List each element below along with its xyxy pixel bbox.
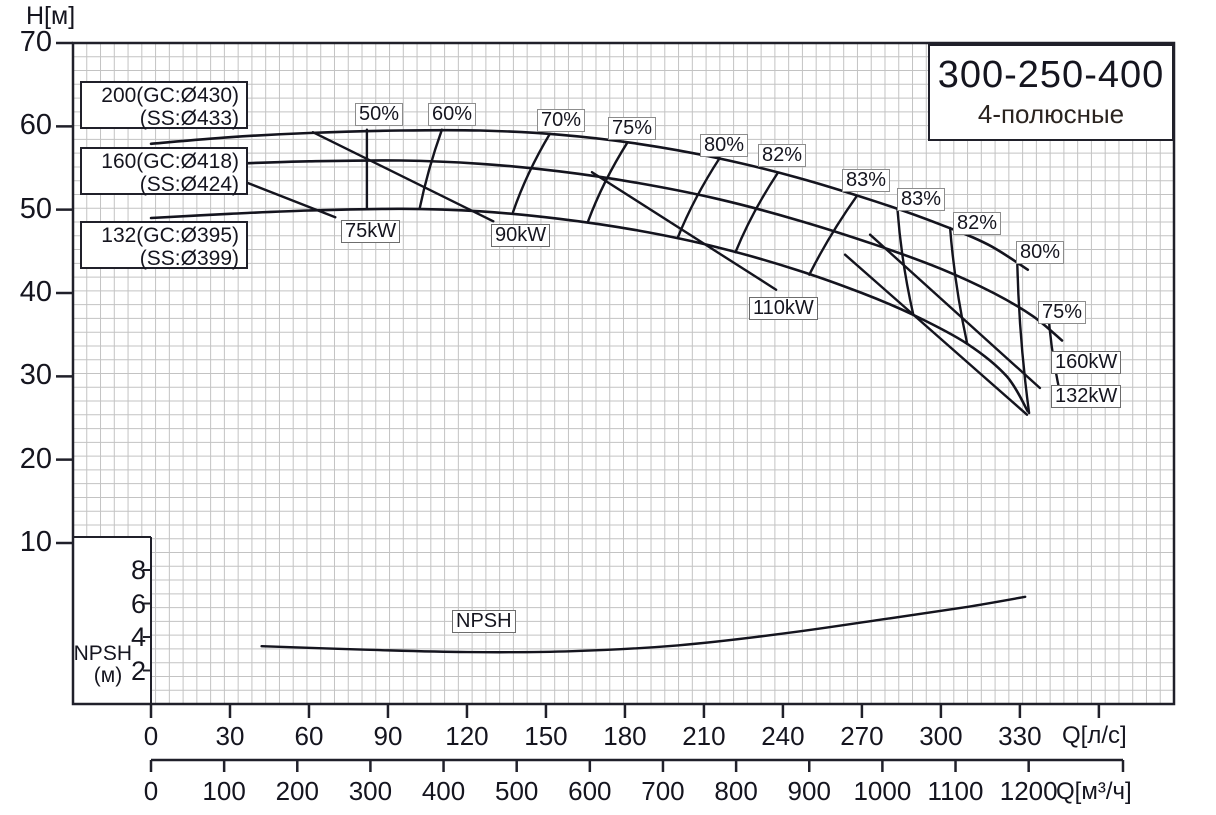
q-m3h-tick-0: 0 bbox=[143, 776, 159, 806]
q-m3h-tick-800: 800 bbox=[714, 776, 758, 806]
q-m3h-tick-600: 600 bbox=[568, 776, 612, 806]
q-m3h-tick-500: 500 bbox=[494, 776, 539, 806]
q-m3h-tick-100: 100 bbox=[202, 776, 246, 806]
npsh-axis-label-line1: NPSH bbox=[73, 642, 132, 665]
power-label-75kW: 75kW bbox=[341, 220, 401, 243]
h-axis-tick-50: 50 bbox=[19, 192, 52, 225]
impeller-label-line1: 132(GC:Ø395) bbox=[101, 224, 239, 247]
impeller-label-line2: (SS:Ø399) bbox=[139, 247, 239, 270]
q-ls-tick-120: 120 bbox=[445, 721, 489, 751]
efficiency-label-9: 80% bbox=[1016, 241, 1065, 264]
npsh-curve bbox=[260, 595, 1027, 654]
efficiency-label-10: 75% bbox=[1038, 301, 1087, 324]
h-axis-tick-40: 40 bbox=[19, 275, 52, 308]
efficiency-line-7 bbox=[896, 208, 915, 316]
npsh-axis-tick-6: 6 bbox=[130, 588, 146, 619]
h-axis-label: H[м] bbox=[26, 2, 76, 30]
efficiency-line-9 bbox=[1016, 263, 1031, 415]
q-ls-tick-240: 240 bbox=[761, 721, 805, 751]
efficiency-line-2 bbox=[511, 132, 552, 214]
npsh-axis-label-line2: (м) bbox=[93, 664, 123, 687]
efficiency-line-1 bbox=[418, 128, 444, 210]
impeller-label-box-2: 132(GC:Ø395) (SS:Ø399) bbox=[80, 221, 248, 270]
q-ls-tick-150: 150 bbox=[524, 721, 568, 751]
power-line-2 bbox=[590, 170, 778, 291]
power-line-1 bbox=[311, 130, 495, 223]
efficiency-label-5: 82% bbox=[758, 144, 807, 167]
q-m3h-tick-900: 900 bbox=[787, 776, 831, 806]
power-label-110kW: 110kW bbox=[749, 297, 818, 320]
pole-count-label: 4-полюсные bbox=[977, 99, 1125, 129]
npsh-axis-tick-8: 8 bbox=[130, 555, 146, 585]
q-ls-tick-180: 180 bbox=[603, 721, 647, 751]
q-m3h-tick-1100: 1100 bbox=[927, 776, 984, 806]
head-curve-1 bbox=[149, 159, 1064, 342]
npsh-axis-label: NPSH (м) bbox=[72, 643, 132, 687]
head-curve-0 bbox=[149, 128, 1030, 271]
h-axis-tick-30: 30 bbox=[19, 359, 52, 392]
q-ls-tick-210: 210 bbox=[682, 721, 726, 751]
q-ls-tick-60: 60 bbox=[294, 721, 324, 751]
power-label-132kW: 132kW bbox=[1051, 385, 1122, 408]
model-title-box: 300-250-400 4-полюсные bbox=[928, 44, 1174, 141]
impeller-label-box-0: 200(GC:Ø430) (SS:Ø433) bbox=[80, 81, 248, 130]
efficiency-label-1: 60% bbox=[428, 103, 477, 126]
head-curve-2 bbox=[149, 207, 1030, 413]
efficiency-label-2: 70% bbox=[537, 109, 586, 132]
efficiency-line-6 bbox=[808, 195, 858, 276]
efficiency-label-4: 80% bbox=[700, 134, 749, 157]
impeller-label-line2: (SS:Ø433) bbox=[139, 107, 239, 130]
efficiency-line-5 bbox=[734, 171, 779, 254]
impeller-label-line1: 200(GC:Ø430) bbox=[101, 84, 239, 107]
q-ls-tick-330: 330 bbox=[998, 721, 1042, 751]
q-ls-axis-label: Q[л/с] bbox=[1062, 722, 1127, 749]
q-ls-tick-300: 300 bbox=[919, 721, 963, 751]
q-m3h-axis-label: Q[м³/ч] bbox=[1056, 778, 1132, 805]
q-m3h-tick-400: 400 bbox=[421, 776, 466, 806]
q-ls-tick-270: 270 bbox=[840, 721, 884, 751]
efficiency-line-8 bbox=[948, 226, 969, 345]
model-number: 300-250-400 bbox=[937, 54, 1165, 96]
npsh-axis-tick-2: 2 bbox=[130, 655, 146, 686]
q-ls-tick-90: 90 bbox=[373, 721, 403, 751]
h-axis-tick-70: 70 bbox=[19, 26, 52, 58]
efficiency-label-7: 83% bbox=[897, 188, 946, 211]
q-m3h-tick-700: 700 bbox=[641, 776, 685, 806]
h-axis-tick-20: 20 bbox=[19, 442, 52, 475]
impeller-label-line2: (SS:Ø424) bbox=[139, 173, 239, 196]
q-m3h-tick-300: 300 bbox=[348, 776, 393, 806]
q-m3h-tick-200: 200 bbox=[275, 776, 319, 806]
power-line-4 bbox=[843, 253, 1029, 416]
q-m3h-tick-1000: 1000 bbox=[853, 776, 912, 806]
power-line-3 bbox=[868, 233, 1042, 390]
efficiency-label-3: 75% bbox=[608, 117, 657, 140]
q-ls-tick-0: 0 bbox=[143, 721, 159, 751]
efficiency-label-8: 82% bbox=[953, 212, 1002, 235]
h-axis-tick-60: 60 bbox=[19, 109, 52, 142]
q-ls-tick-30: 30 bbox=[215, 721, 245, 751]
q-m3h-tick-1200: 1200 bbox=[999, 776, 1058, 806]
power-label-160kW: 160kW bbox=[1051, 351, 1122, 374]
npsh-axis-tick-4: 4 bbox=[130, 622, 146, 652]
h-axis-tick-10: 10 bbox=[19, 525, 52, 558]
power-label-90kW: 90kW bbox=[491, 224, 551, 247]
efficiency-label-6: 83% bbox=[842, 169, 891, 192]
impeller-label-line1: 160(GC:Ø418) bbox=[101, 150, 239, 173]
npsh-curve-label: NPSH bbox=[452, 610, 516, 633]
efficiency-label-0: 50% bbox=[355, 103, 404, 126]
impeller-label-box-1: 160(GC:Ø418) (SS:Ø424) bbox=[80, 147, 248, 196]
